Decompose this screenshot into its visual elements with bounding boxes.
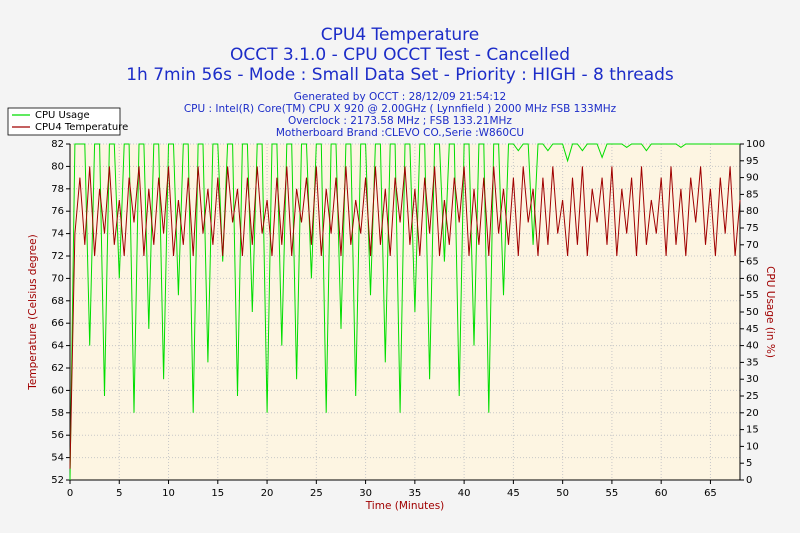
y2-tick-label: 55 (746, 290, 759, 301)
info: Generated by OCCT : 28/12/09 21:54:12 (294, 91, 506, 103)
x-tick-label: 30 (359, 488, 372, 499)
y-tick-label: 60 (51, 385, 64, 396)
y2-tick-label: 0 (746, 475, 752, 486)
x-tick-label: 5 (116, 488, 122, 499)
x-tick-label: 60 (655, 488, 668, 499)
y2-tick-label: 90 (746, 173, 759, 184)
y2-tick-label: 10 (746, 441, 759, 452)
y-tick-label: 56 (51, 430, 64, 441)
info: Motherboard Brand :CLEVO CO.,Serie :W860… (276, 127, 524, 139)
x-tick-label: 45 (507, 488, 520, 499)
y2-tick-label: 75 (746, 223, 759, 234)
y-tick-label: 64 (51, 341, 64, 352)
y2-tick-label: 15 (746, 425, 759, 436)
y2-tick-label: 95 (746, 156, 759, 167)
x-tick-label: 65 (704, 488, 717, 499)
x-tick-label: 50 (556, 488, 569, 499)
x-tick-label: 0 (67, 488, 73, 499)
y2-tick-label: 80 (746, 206, 759, 217)
y2-tick-label: 60 (746, 273, 759, 284)
y-tick-label: 66 (51, 318, 64, 329)
subtitle: 1h 7min 56s - Mode : Small Data Set - Pr… (126, 65, 674, 85)
y2-tick-label: 65 (746, 257, 759, 268)
y-tick-label: 72 (51, 251, 64, 262)
y-tick-label: 74 (51, 229, 64, 240)
x-tick-label: 15 (211, 488, 224, 499)
y-tick-label: 62 (51, 363, 64, 374)
x-tick-label: 10 (162, 488, 175, 499)
x-tick-label: 35 (408, 488, 421, 499)
x-tick-label: 40 (458, 488, 471, 499)
y2-tick-label: 20 (746, 408, 759, 419)
info: CPU : Intel(R) Core(TM) CPU X 920 @ 2.00… (184, 103, 617, 115)
x-axis-label: Time (Minutes) (365, 500, 445, 512)
series-line (69, 166, 741, 469)
y2-tick-label: 85 (746, 189, 759, 200)
legend-label: CPU4 Temperature (35, 122, 128, 133)
y2-tick-label: 25 (746, 391, 759, 402)
y-axis-label: Temperature (Celsius degree) (27, 234, 39, 390)
y2-tick-label: 100 (746, 139, 765, 150)
y2-tick-label: 70 (746, 240, 759, 251)
legend-label: CPU Usage (35, 110, 90, 121)
y-tick-label: 82 (51, 139, 64, 150)
y-tick-label: 68 (51, 296, 64, 307)
y-tick-label: 76 (51, 206, 64, 217)
y2-tick-label: 50 (746, 307, 759, 318)
y2-tick-label: 45 (746, 324, 759, 335)
y-tick-label: 80 (51, 161, 64, 172)
y-tick-label: 58 (51, 408, 64, 419)
y2-tick-label: 40 (746, 341, 759, 352)
y-tick-label: 54 (51, 453, 64, 464)
y-tick-label: 70 (51, 273, 64, 284)
series-line (69, 143, 740, 481)
y-tick-label: 78 (51, 184, 64, 195)
y-tick-label: 52 (51, 475, 64, 486)
chart-title: CPU4 Temperature (321, 25, 479, 45)
x-tick-label: 55 (606, 488, 619, 499)
x-tick-label: 25 (310, 488, 323, 499)
legend (7, 107, 121, 136)
y2-tick-label: 35 (746, 357, 759, 368)
x-tick-label: 20 (261, 488, 274, 499)
subtitle: OCCT 3.1.0 - CPU OCCT Test - Cancelled (230, 45, 570, 65)
y2-axis-label: CPU Usage (in %) (764, 266, 776, 358)
y2-tick-label: 30 (746, 374, 759, 385)
y2-tick-label: 5 (746, 458, 752, 469)
info: Overclock : 2173.58 MHz ; FSB 133.21MHz (288, 115, 512, 127)
